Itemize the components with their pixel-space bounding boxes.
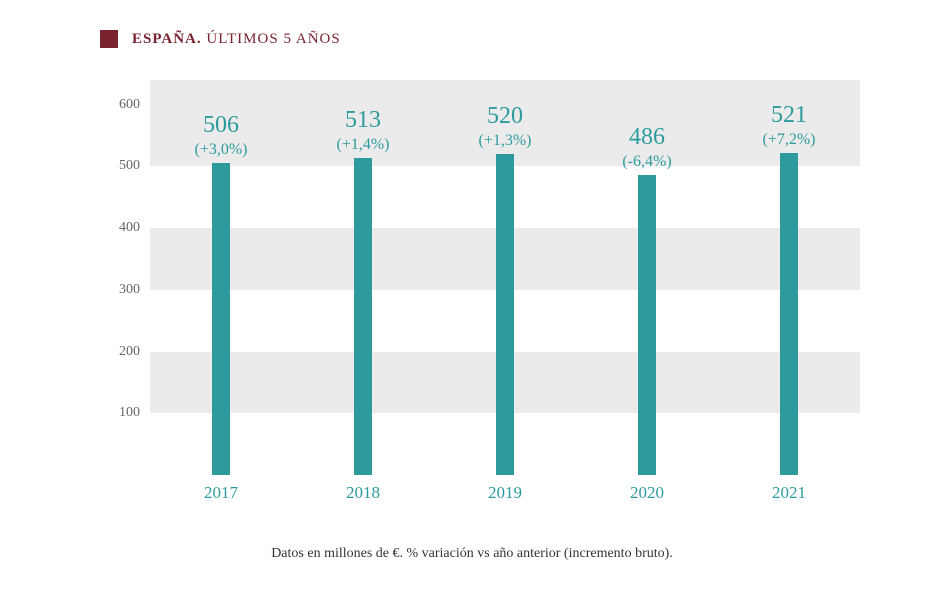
chart-area: 100 200 300 400 500 600 506(+3,0%) 2017 513(+1,4… bbox=[100, 80, 860, 500]
bar-value-label: 486(-6,4%) bbox=[577, 123, 717, 171]
x-axis-label: 2019 bbox=[435, 483, 575, 503]
chart-header: ESPAÑA. ÚLTIMOS 5 AÑOS bbox=[100, 30, 341, 48]
bar-value-label: 520(+1,3%) bbox=[435, 102, 575, 150]
bar-pct: (+7,2%) bbox=[719, 130, 859, 149]
chart-plot: 100200300400500600506(+3,0%)2017513(+1,4… bbox=[150, 80, 860, 475]
x-axis-label: 2017 bbox=[151, 483, 291, 503]
chart-footnote: Datos en millones de €. % variación vs a… bbox=[0, 546, 944, 562]
bar-value: 486 bbox=[577, 123, 717, 152]
bar bbox=[354, 158, 372, 475]
header-square-icon bbox=[100, 30, 118, 48]
x-axis-label: 2021 bbox=[719, 483, 859, 503]
bar-value: 506 bbox=[151, 111, 291, 140]
header-title-bold: ESPAÑA. bbox=[132, 31, 202, 47]
bar bbox=[780, 153, 798, 475]
bar-pct: (+3,0%) bbox=[151, 140, 291, 159]
y-axis-label: 600 bbox=[100, 97, 140, 113]
bar-value: 520 bbox=[435, 102, 575, 131]
bar-value: 521 bbox=[719, 101, 859, 130]
header-title-rest: ÚLTIMOS 5 AÑOS bbox=[202, 31, 341, 47]
bar bbox=[496, 154, 514, 475]
bar-value-label: 506(+3,0%) bbox=[151, 111, 291, 159]
bar bbox=[638, 175, 656, 475]
y-axis-label: 300 bbox=[100, 282, 140, 298]
x-axis-label: 2018 bbox=[293, 483, 433, 503]
bar-value: 513 bbox=[293, 106, 433, 135]
bar-pct: (+1,4%) bbox=[293, 135, 433, 154]
bar-pct: (+1,3%) bbox=[435, 131, 575, 150]
bar-pct: (-6,4%) bbox=[577, 152, 717, 171]
x-axis-label: 2020 bbox=[577, 483, 717, 503]
y-axis-label: 500 bbox=[100, 158, 140, 174]
bar bbox=[212, 163, 230, 475]
y-axis-label: 100 bbox=[100, 405, 140, 421]
y-axis-label: 400 bbox=[100, 220, 140, 236]
footnote-text: Datos en millones de €. % variación vs a… bbox=[271, 546, 673, 561]
header-title: ESPAÑA. ÚLTIMOS 5 AÑOS bbox=[132, 31, 341, 48]
bar-value-label: 521(+7,2%) bbox=[719, 101, 859, 149]
y-axis-label: 200 bbox=[100, 344, 140, 360]
bar-value-label: 513(+1,4%) bbox=[293, 106, 433, 154]
